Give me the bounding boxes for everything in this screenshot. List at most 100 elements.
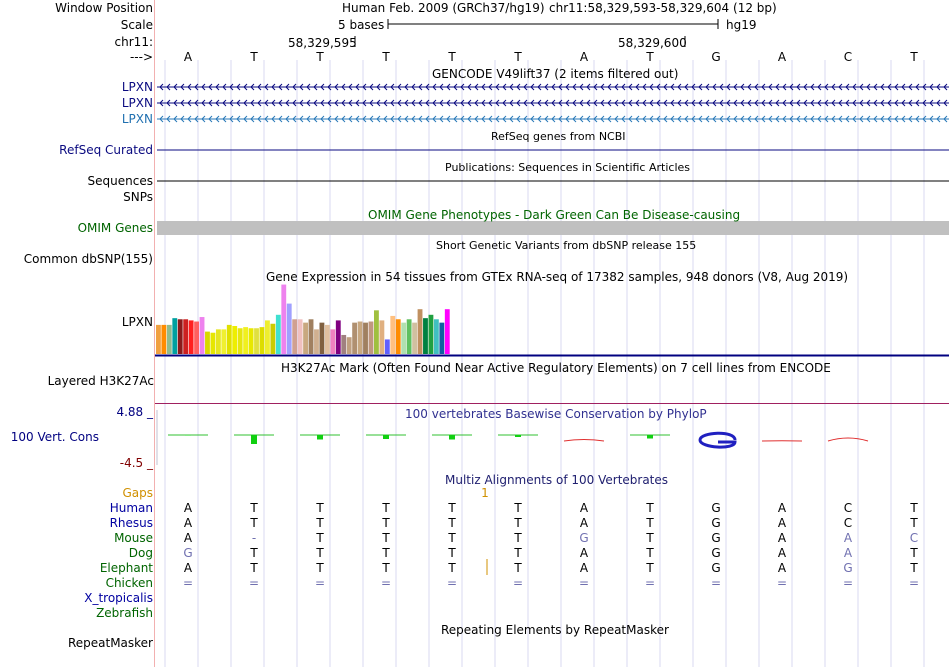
gencode-track-title[interactable]: GENCODE V49lift37 (2 items filtered out) [432, 67, 679, 81]
label-sequences[interactable]: Sequences [87, 174, 153, 188]
alignment-base: T [315, 501, 324, 515]
position-title: chr11:58,329,593-58,329,604 (12 bp) [549, 1, 777, 15]
alignment-base: T [645, 501, 654, 515]
gap-count: 1 [481, 486, 489, 500]
label-lpxn-2[interactable]: LPXN [121, 96, 153, 110]
gtex-tissue-bar [232, 326, 238, 354]
species-label[interactable]: X_tropicalis [84, 591, 153, 605]
label-repeatmasker[interactable]: RepeatMasker [67, 636, 153, 650]
alignment-base: = [315, 576, 325, 590]
alignment-base: G [183, 546, 192, 560]
label-omim-genes[interactable]: OMIM Genes [77, 221, 153, 235]
alignment-base: T [645, 531, 654, 545]
alignment-base: T [513, 531, 522, 545]
alignment-base: = [909, 576, 919, 590]
species-label[interactable]: Chicken [105, 576, 153, 590]
gtex-tissue-bar [286, 303, 292, 354]
phylop-track-title[interactable]: 100 vertebrates Basewise Conservation by… [405, 407, 707, 421]
label-lpxn-1[interactable]: LPXN [121, 80, 153, 94]
phylop-bar [317, 435, 323, 440]
alignment-base: T [315, 531, 324, 545]
gtex-tissue-bar [341, 334, 347, 354]
gtex-tissue-bar [433, 319, 439, 354]
refseq-track-title[interactable]: RefSeq genes from NCBI [491, 130, 626, 143]
gtex-tissue-bar [275, 314, 281, 354]
alignment-base: = [447, 576, 457, 590]
alignment-base: A [580, 516, 589, 530]
alignment-base: T [513, 561, 522, 575]
gtex-track-title[interactable]: Gene Expression in 54 tissues from GTEx … [266, 270, 849, 284]
base-letter: A [580, 50, 589, 64]
label-refseq-curated[interactable]: RefSeq Curated [59, 143, 153, 157]
alignment-base: A [778, 501, 787, 515]
gtex-tissue-bar [183, 319, 189, 354]
gtex-tissue-bar [177, 319, 183, 354]
gtex-tissue-bar [384, 339, 390, 354]
alignment-base: T [381, 516, 390, 530]
gtex-tissue-bar [314, 329, 319, 354]
alignment-base: T [381, 546, 390, 560]
alignment-base: A [778, 516, 787, 530]
alignment-base: G [711, 546, 720, 560]
label-gtex-lpxn[interactable]: LPXN [121, 315, 153, 329]
omim-track-title[interactable]: OMIM Gene Phenotypes - Dark Green Can Be… [368, 208, 741, 222]
gtex-tissue-bar [417, 309, 423, 354]
gtex-tissue-bar [199, 317, 205, 354]
alignment-base: G [579, 531, 588, 545]
alignment-base: = [777, 576, 787, 590]
gtex-tissue-bar [374, 310, 379, 354]
gtex-tissue-bar [406, 319, 412, 354]
publications-track-title[interactable]: Publications: Sequences in Scientific Ar… [445, 161, 690, 174]
alignment-base: T [909, 561, 918, 575]
alignment-base: T [513, 501, 522, 515]
alignment-base: C [844, 501, 852, 515]
alignment-base: A [580, 546, 589, 560]
coord-label-2: 58,329,600 [618, 36, 687, 50]
alignment-base: A [844, 546, 853, 560]
alignment-base: T [513, 546, 522, 560]
species-label[interactable]: Elephant [99, 561, 153, 575]
alignment-base: T [447, 516, 456, 530]
label-100-vert-cons[interactable]: 100 Vert. Cons [10, 430, 99, 444]
label-window-position: Window Position [55, 1, 153, 15]
label-lpxn-3[interactable]: LPXN [121, 112, 153, 126]
label-common-dbsnp[interactable]: Common dbSNP(155) [23, 252, 153, 266]
label-gaps: Gaps [122, 486, 153, 500]
snp-track-title[interactable]: Short Genetic Variants from dbSNP releas… [436, 239, 697, 252]
label-cons-max: 4.88 _ [116, 405, 153, 419]
species-label[interactable]: Dog [128, 546, 153, 560]
gtex-tissue-bar [194, 321, 199, 354]
gtex-tissue-bar [270, 323, 276, 354]
phylop-bar [515, 435, 521, 437]
alignment-base: T [909, 516, 918, 530]
alignment-base: A [184, 531, 193, 545]
species-label[interactable]: Rhesus [109, 516, 153, 530]
phylop-bar [383, 435, 389, 439]
alignment-base: = [249, 576, 259, 590]
h3k27ac-track-title[interactable]: H3K27Ac Mark (Often Found Near Active Re… [281, 361, 831, 375]
alignment-base: - [252, 531, 256, 545]
gtex-tissue-bar [379, 320, 385, 354]
gtex-tissue-bar [346, 337, 352, 354]
species-label[interactable]: Zebrafish [96, 606, 153, 620]
alignment-base: T [645, 546, 654, 560]
gtex-tissue-bar [292, 319, 298, 354]
base-letter: A [778, 50, 787, 64]
gtex-tissue-bar [444, 309, 450, 354]
alignment-base: T [513, 516, 522, 530]
species-label[interactable]: Human [109, 501, 153, 515]
alignment-base: T [447, 501, 456, 515]
gtex-tissue-bar [395, 319, 401, 354]
gtex-tissue-bar [423, 318, 428, 354]
multiz-track-title[interactable]: Multiz Alignments of 100 Vertebrates [445, 473, 669, 487]
label-layered-h3k27ac[interactable]: Layered H3K27Ac [47, 374, 154, 388]
alignment-base: A [580, 501, 589, 515]
gtex-tissue-bar [428, 314, 434, 354]
repeatmasker-track-title[interactable]: Repeating Elements by RepeatMasker [441, 623, 669, 637]
species-label[interactable]: Mouse [114, 531, 153, 545]
label-snps[interactable]: SNPs [123, 190, 153, 204]
scale-db: hg19 [726, 18, 757, 32]
alignment-base: T [447, 561, 456, 575]
gtex-tissue-bar [161, 324, 167, 354]
